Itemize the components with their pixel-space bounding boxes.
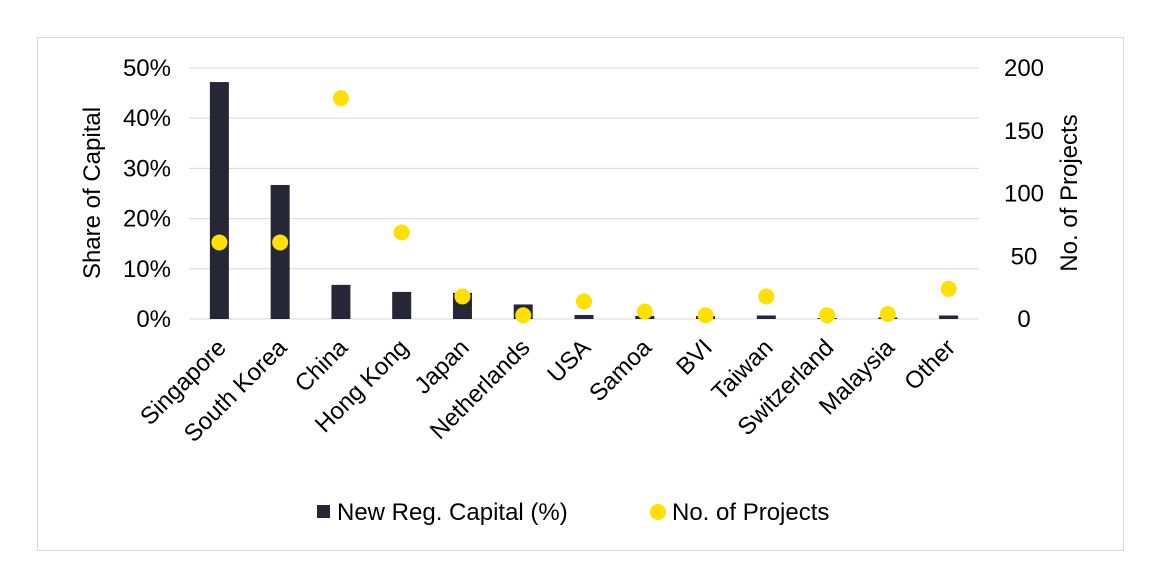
data-point [697, 307, 714, 324]
bar [331, 284, 351, 319]
bar-series [209, 82, 959, 319]
data-point [819, 307, 836, 324]
left-tick-label: 0% [136, 306, 171, 333]
bar [574, 314, 594, 319]
data-point [272, 234, 289, 251]
data-point [515, 307, 532, 324]
legend-label-capital: New Reg. Capital (%) [337, 499, 568, 526]
left-tick-label: 40% [123, 105, 171, 132]
left-axis-ticks: 0% 10% 20% 30% 40% 50% [123, 55, 171, 333]
legend-swatch-capital [317, 505, 330, 518]
left-tick-label: 30% [123, 155, 171, 182]
bar [756, 315, 776, 319]
bar [939, 315, 959, 319]
legend: New Reg. Capital (%) No. of Projects [317, 499, 829, 526]
right-axis-ticks: 0 50 100 150 200 [1004, 55, 1044, 333]
combo-chart: 0% 10% 20% 30% 40% 50% 0 50 100 150 200 Singapore… [79, 55, 1083, 526]
right-axis-title: No. of Projects [1056, 114, 1083, 271]
category-label: Other [899, 334, 961, 396]
legend-swatch-projects [650, 504, 666, 520]
category-label: Samoa [584, 334, 657, 407]
left-tick-label: 10% [123, 256, 171, 283]
category-label: BVI [671, 334, 717, 380]
bar [209, 82, 229, 319]
data-point [636, 303, 653, 320]
data-point [454, 288, 471, 305]
data-point [393, 224, 410, 241]
right-tick-label: 150 [1004, 118, 1044, 145]
data-point [576, 293, 592, 310]
data-point [211, 234, 228, 251]
category-label: USA [542, 334, 596, 388]
gridlines [189, 67, 979, 320]
point-series [211, 90, 957, 324]
left-tick-label: 20% [123, 206, 171, 233]
data-point [758, 288, 775, 305]
right-tick-label: 0 [1017, 306, 1030, 333]
legend-label-projects: No. of Projects [672, 499, 829, 526]
right-tick-label: 100 [1004, 181, 1044, 208]
left-axis-title: Share of Capital [79, 107, 106, 279]
chart-frame: 0% 10% 20% 30% 40% 50% 0 50 100 150 200 Singapore… [37, 37, 1124, 551]
bar [392, 291, 412, 319]
left-tick-label: 50% [123, 55, 171, 82]
right-tick-label: 50 [1011, 243, 1038, 270]
data-point [940, 280, 957, 297]
data-point [332, 90, 349, 107]
right-tick-label: 200 [1004, 55, 1044, 82]
data-point [879, 305, 896, 322]
bar [270, 184, 290, 319]
